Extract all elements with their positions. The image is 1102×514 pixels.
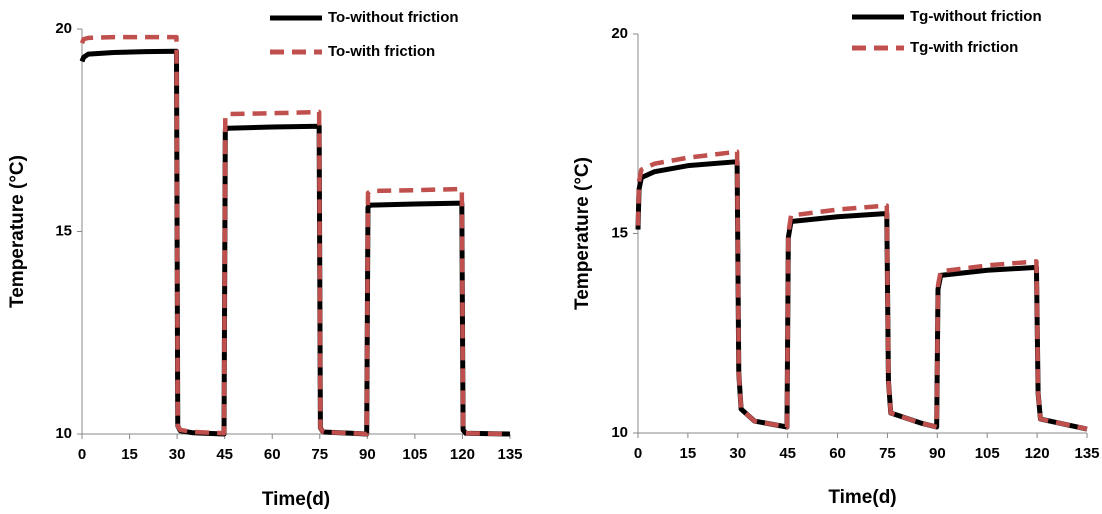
y-tick-label: 15 <box>55 222 72 239</box>
legend-label: Tg-without friction <box>910 8 1042 25</box>
x-tick-label: 120 <box>1025 445 1050 462</box>
series-line <box>635 149 1088 432</box>
x-tick-label: 90 <box>359 446 376 463</box>
y-axis-title: Temperature (°C) <box>7 155 28 308</box>
x-tick-label: 60 <box>264 446 281 463</box>
x-tick-label: 135 <box>1074 445 1099 462</box>
series-line <box>79 48 511 437</box>
series-line <box>635 159 1088 432</box>
y-tick-label: 20 <box>611 25 628 42</box>
x-axis-title: Time(d) <box>828 487 896 508</box>
x-tick-label: 75 <box>879 445 896 462</box>
x-tick-label: 0 <box>634 445 642 462</box>
legend-label: To-without friction <box>328 9 459 26</box>
y-tick-label: 15 <box>611 224 628 241</box>
x-tick-label: 15 <box>680 445 697 462</box>
x-tick-label: 15 <box>121 446 138 463</box>
x-tick-label: 45 <box>779 445 796 462</box>
x-tick-label: 135 <box>497 446 522 463</box>
series-line <box>79 34 511 437</box>
y-axis-title: Temperature (°C) <box>572 157 593 310</box>
x-tick-label: 60 <box>829 445 846 462</box>
x-tick-label: 30 <box>729 445 746 462</box>
legend-label: To-with friction <box>328 43 435 60</box>
legend-label: Tg-with friction <box>910 39 1018 56</box>
x-tick-label: 105 <box>975 445 1000 462</box>
y-tick-label: 10 <box>55 425 72 442</box>
x-axis-title: Time(d) <box>262 489 330 510</box>
x-tick-label: 105 <box>402 446 427 463</box>
x-tick-label: 90 <box>929 445 946 462</box>
y-tick-label: 10 <box>611 424 628 441</box>
x-tick-label: 0 <box>78 446 86 463</box>
x-tick-label: 120 <box>450 446 475 463</box>
x-tick-label: 30 <box>169 446 186 463</box>
x-tick-label: 75 <box>311 446 328 463</box>
y-tick-label: 20 <box>55 20 72 37</box>
x-tick-label: 45 <box>216 446 233 463</box>
